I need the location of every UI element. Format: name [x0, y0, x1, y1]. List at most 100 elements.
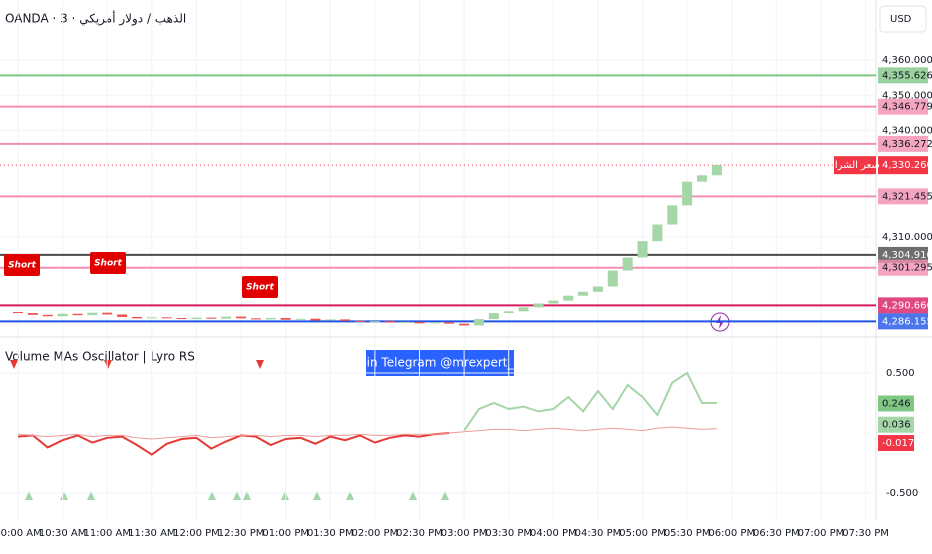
x-tick-label: 01:30 PM: [307, 528, 354, 539]
candle-body: [176, 318, 187, 320]
signal-label: Short: [246, 283, 275, 293]
candle-body: [384, 321, 395, 323]
x-tick-label: 03:00 PM: [441, 528, 488, 539]
value-badge: [878, 435, 914, 452]
candle-body: [355, 320, 366, 322]
level-label: 4,355.626: [882, 70, 932, 81]
x-tick-label: 02:00 PM: [352, 528, 399, 539]
y-tick-label: 4,350.000: [882, 90, 932, 101]
level-badge: [878, 188, 928, 205]
signal-box: [242, 276, 278, 298]
candle-body: [340, 319, 351, 321]
candle-body: [473, 319, 484, 326]
x-tick-label: 11:30 AM: [128, 528, 175, 539]
value-badge: [878, 395, 914, 412]
oscillator-line: [17, 426, 717, 440]
level-label: 4,346.779: [882, 102, 932, 113]
oscillator-line: [463, 371, 717, 432]
candle-body: [533, 303, 544, 308]
level-badge: [878, 297, 928, 314]
candle-body: [57, 313, 68, 317]
candle-body: [429, 322, 440, 324]
candle-body: [310, 318, 321, 321]
x-tick-label: 07:30 PM: [842, 528, 889, 539]
candle-body: [607, 270, 618, 287]
oscillator-line: [17, 432, 450, 456]
candle-body: [518, 307, 529, 312]
candle-body: [488, 313, 499, 320]
candle-body: [414, 321, 425, 324]
current-label: 4,330.260: [882, 160, 932, 171]
level-badge: [878, 313, 928, 330]
indicator-title: Volume MAs Oscillator | Lyro RS: [5, 350, 195, 364]
y-tick-label: 4,310.000: [882, 232, 932, 243]
candle-body: [637, 241, 648, 258]
candle-body: [369, 321, 380, 323]
x-tick-label: 05:30 PM: [664, 528, 711, 539]
candle-body: [250, 318, 261, 320]
candle-body: [117, 314, 128, 317]
level-badge: [878, 98, 928, 115]
x-tick-label: 12:30 PM: [218, 528, 265, 539]
level-label: 4,286.155: [882, 316, 932, 327]
current-tag-box: [834, 156, 876, 175]
currency-button[interactable]: [879, 5, 927, 33]
candle-body: [711, 165, 722, 176]
signal-label: Short: [94, 259, 123, 269]
current-tag: سعر الشراء: [830, 160, 880, 171]
candle-body: [563, 295, 574, 301]
x-tick-label: 11:00 AM: [83, 528, 130, 539]
level-badge: [878, 259, 928, 276]
x-tick-label: 04:00 PM: [530, 528, 577, 539]
signal-box: [90, 252, 126, 274]
candle-body: [221, 316, 232, 319]
candle-body: [682, 181, 693, 206]
x-tick-label: 06:30 PM: [753, 528, 800, 539]
y-tick-label: 0.500: [886, 368, 915, 379]
x-tick-label: 10:00 AM: [0, 528, 42, 539]
x-tick-label: 05:00 PM: [619, 528, 666, 539]
candle-body: [622, 257, 633, 271]
candle-body: [578, 291, 589, 296]
candle-body: [399, 321, 410, 323]
down-arrows: [10, 360, 264, 369]
signal-box: [4, 254, 40, 276]
candle-body: [13, 311, 23, 314]
x-tick-label: 06:00 PM: [708, 528, 755, 539]
x-tick-label: 02:30 PM: [396, 528, 443, 539]
x-tick-label: 07:00 PM: [798, 528, 845, 539]
signal-label: Short: [8, 261, 37, 271]
y-tick-label: 4,360.000: [882, 55, 932, 66]
currency[interactable]: USD: [890, 14, 912, 25]
level-label: 4,336.272: [882, 139, 932, 150]
level-label: 4,321.455: [882, 191, 932, 202]
x-tick-label: 04:30 PM: [575, 528, 622, 539]
level-badge: [878, 246, 928, 263]
up-arrows: [25, 491, 449, 500]
candle-body: [295, 318, 306, 320]
level-badge: [878, 135, 928, 152]
candle-body: [131, 316, 142, 319]
candle-body: [161, 317, 172, 319]
candle-body: [87, 312, 98, 316]
value-badge-label: -0.017: [882, 438, 914, 449]
level-badge: [878, 67, 928, 84]
current-badge: [878, 156, 928, 175]
candle-body: [265, 318, 276, 320]
level-label: 4,304.910: [882, 250, 932, 261]
value-badge: [878, 416, 914, 433]
candle-body: [280, 318, 291, 320]
candle-body: [42, 314, 53, 317]
candle-body: [191, 317, 202, 320]
candle-body: [697, 175, 708, 182]
candle-body: [236, 316, 247, 319]
candle-body: [72, 313, 83, 316]
x-tick-label: 12:00 PM: [173, 528, 220, 539]
x-tick-label: 10:30 AM: [39, 528, 86, 539]
promo-box[interactable]: [366, 350, 514, 376]
value-badge-label: 0.246: [882, 398, 911, 409]
promo-text[interactable]: Join Telegram @mrexpert_ai: [355, 356, 524, 370]
value-badge-label: 0.036: [882, 420, 911, 431]
